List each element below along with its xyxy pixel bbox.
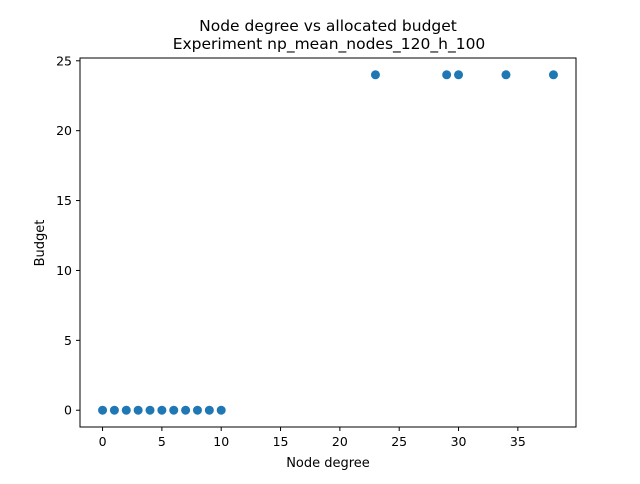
y-tick-label: 20 bbox=[56, 123, 72, 138]
data-point bbox=[442, 70, 452, 80]
data-point bbox=[157, 405, 167, 415]
data-points bbox=[98, 70, 558, 415]
y-tick-label: 15 bbox=[56, 193, 72, 208]
x-axis-label: Node degree bbox=[286, 456, 370, 471]
data-point bbox=[216, 405, 226, 415]
data-point bbox=[121, 405, 131, 415]
x-tick-label: 20 bbox=[332, 434, 348, 449]
x-tick-label: 15 bbox=[273, 434, 289, 449]
x-tick-label: 0 bbox=[99, 434, 107, 449]
data-point bbox=[133, 405, 143, 415]
axes: 0 5 10 15 20 25 30 35 0 5 10 15 20 25 bbox=[56, 53, 577, 449]
data-point bbox=[181, 405, 191, 415]
plot-frame bbox=[79, 57, 577, 428]
y-tick-label: 10 bbox=[56, 263, 72, 278]
chart-title: Node degree vs allocated budget bbox=[199, 17, 457, 35]
y-tick-label: 25 bbox=[56, 53, 72, 68]
y-axis-label: Budget bbox=[33, 220, 48, 267]
x-tick-label: 5 bbox=[158, 434, 166, 449]
y-tick-label: 5 bbox=[64, 333, 72, 348]
data-point bbox=[204, 405, 214, 415]
y-tick-label: 0 bbox=[64, 403, 72, 418]
data-point bbox=[109, 405, 119, 415]
data-point bbox=[548, 70, 558, 80]
x-tick-label: 10 bbox=[213, 434, 229, 449]
x-tick-label: 25 bbox=[391, 434, 407, 449]
data-point bbox=[370, 70, 380, 80]
data-point bbox=[501, 70, 511, 80]
x-tick-label: 30 bbox=[451, 434, 467, 449]
data-point bbox=[192, 405, 202, 415]
chart-subtitle: Experiment np_mean_nodes_120_h_100 bbox=[173, 35, 486, 54]
data-point bbox=[169, 405, 179, 415]
data-point bbox=[98, 405, 108, 415]
data-point bbox=[145, 405, 155, 415]
x-tick-label: 35 bbox=[510, 434, 526, 449]
data-point bbox=[454, 70, 464, 80]
